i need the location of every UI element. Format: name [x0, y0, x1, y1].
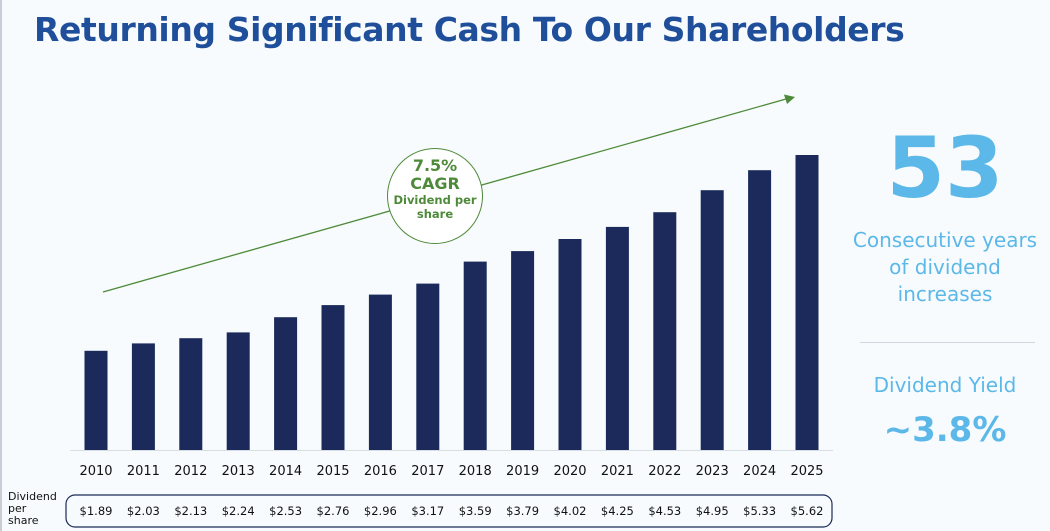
consecutive-years-caption: Consecutive years of dividend increases — [852, 228, 1038, 306]
year-label-2010: 2010 — [79, 464, 112, 479]
value-label-2017: $3.17 — [411, 504, 444, 518]
left-border — [0, 0, 2, 531]
cagr-label: CAGR — [410, 174, 460, 193]
year-label-2014: 2014 — [269, 464, 302, 479]
value-row-frame — [65, 494, 833, 528]
value-label-2012: $2.13 — [174, 504, 207, 518]
year-label-2012: 2012 — [174, 464, 207, 479]
value-label-2023: $4.95 — [696, 504, 729, 518]
value-label-2019: $3.79 — [506, 504, 539, 518]
trend-arrowhead-icon — [784, 94, 795, 104]
year-label-2015: 2015 — [316, 464, 349, 479]
year-label-2025: 2025 — [790, 464, 823, 479]
value-label-2013: $2.24 — [222, 504, 255, 518]
year-label-2024: 2024 — [743, 464, 776, 479]
bar-2024 — [748, 170, 772, 450]
year-label-2016: 2016 — [364, 464, 397, 479]
consecutive-years-number: 53 — [886, 119, 1004, 217]
page-title: Returning Significant Cash To Our Shareh… — [34, 10, 905, 49]
bar-2010 — [84, 350, 108, 450]
cagr-annotation: 7.5% CAGR Dividend per share — [387, 148, 483, 244]
value-label-2011: $2.03 — [127, 504, 160, 518]
bar-2019 — [511, 251, 535, 450]
dividend-yield-label: Dividend Yield — [873, 373, 1017, 397]
year-label-2021: 2021 — [601, 464, 634, 479]
bar-2020 — [558, 239, 582, 450]
bar-2022 — [653, 212, 677, 450]
year-label-2023: 2023 — [696, 464, 729, 479]
year-label-2020: 2020 — [553, 464, 586, 479]
bar-2023 — [700, 190, 724, 450]
bar-2011 — [131, 343, 155, 450]
year-label-2017: 2017 — [411, 464, 444, 479]
bar-2016 — [368, 294, 392, 450]
value-label-2025: $5.62 — [791, 504, 824, 518]
bar-2018 — [463, 261, 487, 450]
bar-2015 — [321, 305, 345, 450]
value-label-2010: $1.89 — [80, 504, 113, 518]
year-label-2013: 2013 — [222, 464, 255, 479]
cagr-subtitle: Dividend per share — [393, 193, 477, 221]
value-label-2014: $2.53 — [269, 504, 302, 518]
bar-2021 — [605, 226, 629, 450]
value-label-2018: $3.59 — [459, 504, 492, 518]
bar-2012 — [179, 338, 203, 450]
cagr-percent: 7.5% — [412, 156, 458, 175]
bar-2014 — [274, 317, 298, 450]
value-label-2022: $4.53 — [648, 504, 681, 518]
value-label-2016: $2.96 — [364, 504, 397, 518]
year-label-2019: 2019 — [506, 464, 539, 479]
dividend-yield-value: ~3.8% — [883, 410, 1007, 450]
bar-2013 — [226, 332, 250, 450]
bar-2017 — [416, 283, 440, 450]
value-label-2021: $4.25 — [601, 504, 634, 518]
value-label-2020: $4.02 — [554, 504, 587, 518]
value-label-2024: $5.33 — [743, 504, 776, 518]
year-label-2018: 2018 — [459, 464, 492, 479]
year-label-2011: 2011 — [127, 464, 160, 479]
dividend-row-label: Dividend per share — [8, 490, 57, 527]
year-label-2022: 2022 — [648, 464, 681, 479]
side-divider — [860, 342, 1035, 343]
bar-2025 — [795, 155, 819, 450]
value-label-2015: $2.76 — [317, 504, 350, 518]
